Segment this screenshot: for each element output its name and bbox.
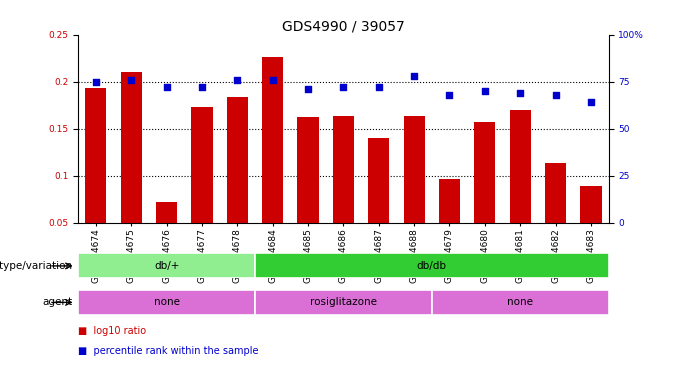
Text: agent: agent [43,297,73,308]
Bar [439,179,460,270]
Text: db/db: db/db [417,261,447,271]
Point [373,84,384,90]
Bar [333,116,354,270]
Point [197,84,207,90]
Bar [474,122,496,270]
Bar [432,290,609,315]
Text: ■  percentile rank within the sample: ■ percentile rank within the sample [78,346,258,356]
Point [267,77,278,83]
Bar [120,72,142,270]
Text: genotype/variation: genotype/variation [0,261,73,271]
Point [303,86,313,92]
Text: none: none [154,297,180,308]
Point [338,84,349,90]
Bar [403,116,425,270]
Point [409,73,420,79]
Bar [297,118,319,270]
Bar [509,110,531,270]
Bar [226,97,248,270]
Point [444,92,455,98]
Bar [78,253,255,278]
Text: ■  log10 ratio: ■ log10 ratio [78,326,146,336]
Text: none: none [507,297,533,308]
Text: rosiglitazone: rosiglitazone [310,297,377,308]
Bar [368,138,390,270]
Bar [156,202,177,270]
Point [126,77,137,83]
Text: db/+: db/+ [154,261,180,271]
Bar [262,57,284,270]
Point [161,84,172,90]
Point [90,79,101,85]
Bar [580,186,602,270]
Point [550,92,561,98]
Bar [78,290,255,315]
Bar [255,290,432,315]
Point [585,99,596,105]
Bar [545,162,566,270]
Bar [255,253,609,278]
Bar [191,107,213,270]
Point [515,90,526,96]
Title: GDS4990 / 39057: GDS4990 / 39057 [282,20,405,33]
Point [232,77,243,83]
Point [479,88,490,94]
Bar [85,88,107,270]
